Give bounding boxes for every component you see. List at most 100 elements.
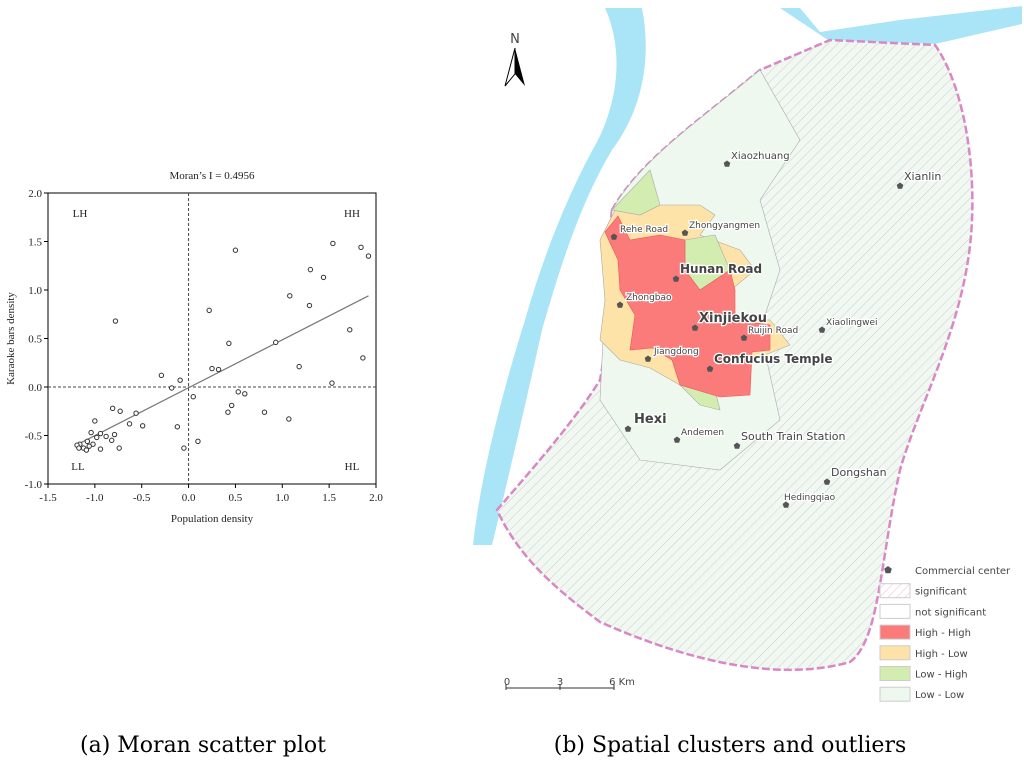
commercial-center — [896, 182, 904, 189]
x-tick-label: -1.0 — [86, 492, 104, 504]
point — [92, 418, 98, 424]
north-arrow — [515, 48, 525, 86]
y-tick-label: 0.5 — [28, 334, 42, 346]
point — [126, 421, 133, 427]
point — [177, 377, 183, 383]
point — [88, 429, 94, 436]
north-arrow — [504, 47, 516, 87]
place-label: Jiangdong — [653, 347, 699, 357]
point — [358, 244, 364, 251]
point — [109, 437, 115, 444]
quadrant-label: HH — [344, 208, 360, 220]
place-label: South Train Station — [741, 430, 845, 443]
point — [287, 293, 293, 299]
place-label: Ruijin Road — [748, 326, 798, 336]
commercial-center — [706, 365, 714, 372]
commercial-center — [610, 233, 618, 240]
point — [296, 363, 302, 370]
caption: (b) Spatial clusters and outliers — [554, 733, 907, 758]
y-axis-label: Karaoke bars density — [5, 292, 17, 385]
legend-label: Commercial center — [915, 566, 1011, 577]
point — [111, 431, 118, 438]
legend-label: Low - High — [915, 670, 968, 681]
point — [117, 408, 123, 414]
place-label: Xiaozhuang — [731, 151, 790, 162]
place-label: Hedingqiao — [784, 493, 836, 503]
legend-swatch — [879, 603, 911, 619]
point — [84, 438, 91, 445]
point — [365, 253, 372, 259]
commercial-center — [691, 324, 699, 331]
point — [133, 410, 139, 416]
point — [109, 405, 116, 412]
point — [226, 340, 232, 347]
caption: (a) Moran scatter plot — [80, 733, 326, 758]
point — [169, 385, 175, 391]
quadrant-label: LL — [71, 461, 85, 473]
point — [76, 445, 82, 451]
commercial-center — [782, 501, 790, 508]
point — [273, 339, 279, 346]
y-tick-label: 0.0 — [28, 382, 42, 394]
river — [780, 6, 1022, 44]
point — [320, 274, 327, 281]
river — [473, 8, 646, 545]
y-tick-label: -0.5 — [25, 431, 43, 443]
place-label: Xiaolingwei — [826, 318, 878, 328]
legend-label: High - High — [915, 628, 971, 639]
x-tick-label: 2.0 — [369, 492, 383, 504]
y-tick-label: -1.0 — [25, 479, 43, 491]
point — [307, 266, 314, 273]
point — [232, 247, 239, 253]
point — [215, 366, 222, 373]
point — [97, 430, 104, 437]
x-tick-label: -1.5 — [39, 492, 57, 504]
point — [83, 447, 90, 453]
legend-label: Low - Low — [915, 690, 964, 701]
x-tick-label: -0.5 — [133, 492, 151, 504]
commercial-center — [823, 478, 831, 485]
region — [604, 215, 771, 398]
point — [174, 424, 181, 430]
x-tick-label: 1.0 — [275, 492, 289, 504]
point — [306, 302, 313, 309]
point — [209, 365, 215, 372]
legend-swatch — [884, 566, 892, 574]
point — [228, 402, 235, 409]
point — [190, 394, 196, 400]
x-tick-label: 0.5 — [229, 492, 243, 504]
place-label: Andemen — [681, 428, 724, 438]
point — [86, 443, 92, 449]
legend-swatch — [879, 624, 911, 640]
point — [195, 438, 201, 445]
point — [112, 318, 119, 324]
point — [206, 307, 212, 314]
place-label: Xinjiekou — [699, 311, 767, 326]
place-label: Dongshan — [831, 466, 887, 479]
legend-swatch — [879, 666, 911, 681]
commercial-center — [672, 275, 680, 282]
trend-line — [75, 295, 369, 446]
place-label: Zhongbao — [626, 293, 672, 303]
point — [360, 355, 366, 361]
quadrant-label: HL — [345, 461, 360, 473]
y-tick-label: 1.0 — [28, 285, 42, 297]
chart-title: Moran’s I = 0.4956 — [169, 170, 255, 182]
place-label: Confucius Temple — [714, 352, 833, 366]
point — [116, 445, 122, 451]
legend-swatch — [879, 583, 911, 599]
point — [94, 434, 100, 441]
point — [139, 423, 146, 429]
point — [103, 433, 109, 440]
commercial-center — [723, 160, 731, 167]
legend-label: not significant — [915, 607, 986, 618]
legend-swatch — [879, 686, 911, 702]
x-axis-label: Population density — [171, 513, 254, 525]
scale-label: 3 — [557, 677, 563, 688]
point — [347, 327, 353, 333]
commercial-center — [681, 229, 689, 236]
point — [235, 389, 241, 395]
commercial-center — [616, 301, 624, 308]
commercial-center — [740, 334, 748, 341]
y-tick-label: 2.0 — [28, 188, 42, 200]
